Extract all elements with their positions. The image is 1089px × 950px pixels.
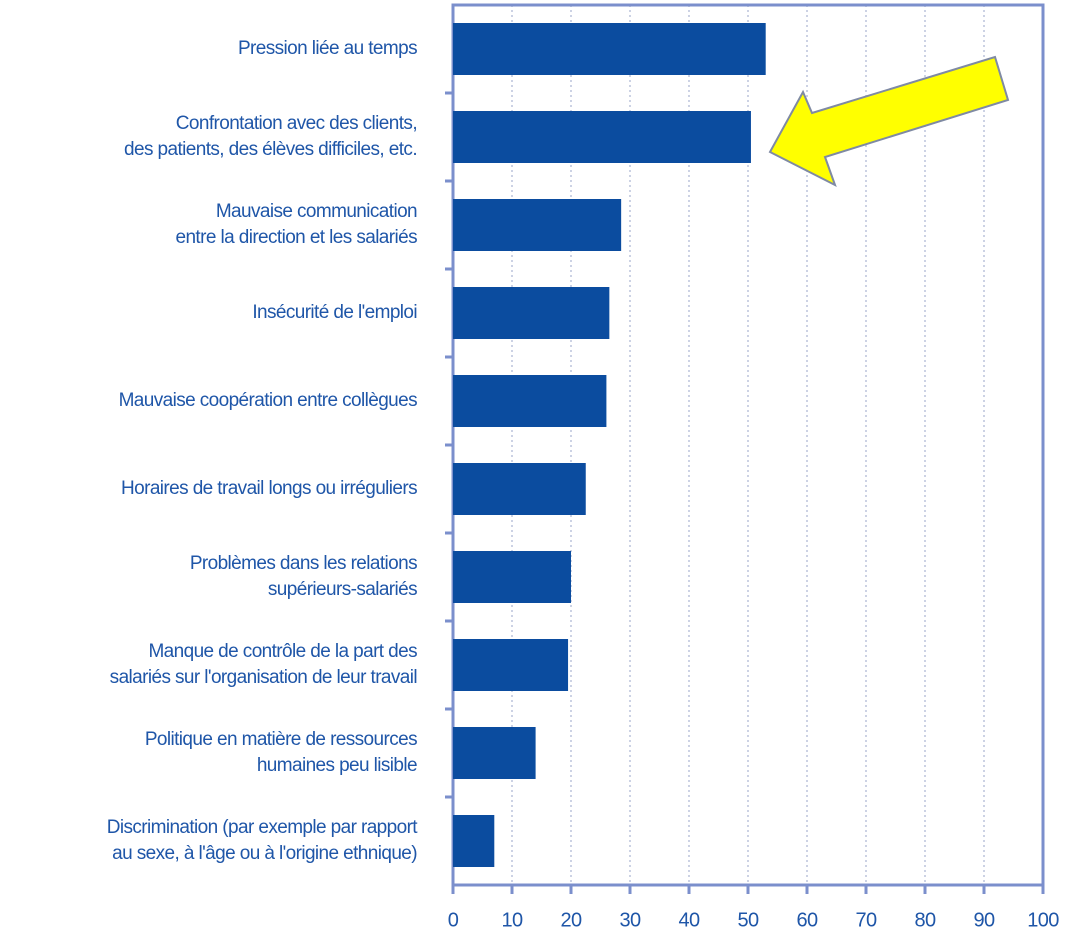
y-tick-label: Mauvaise communication entre la direction… bbox=[175, 201, 417, 248]
label-line: entre la direction et les salariés bbox=[175, 227, 417, 248]
y-tick-label: Insécurité de l'emploi bbox=[252, 302, 417, 323]
label-line: Problèmes dans les relations bbox=[190, 553, 417, 574]
label-line: Discrimination (par exemple par rapport bbox=[107, 817, 419, 838]
label-line: des patients, des élèves difficiles, etc… bbox=[124, 139, 417, 160]
bar bbox=[453, 551, 571, 603]
x-tick-label: 60 bbox=[796, 909, 818, 931]
bar bbox=[453, 287, 610, 339]
y-tick-label: Problèmes dans les relations supérieurs-s… bbox=[190, 553, 417, 600]
label-line: salariés sur l'organisation de leur trav… bbox=[110, 667, 417, 688]
plot-area: 0 10 20 30 40 50 60 70 80 90 100 Pression liée au t… bbox=[107, 3, 1060, 931]
label-line: Mauvaise communication bbox=[216, 201, 417, 222]
x-tick-label: 50 bbox=[737, 909, 759, 931]
label-line: Confrontation avec des clients, bbox=[176, 113, 417, 134]
label-line: supérieurs-salariés bbox=[268, 579, 417, 600]
x-tick-label: 10 bbox=[501, 909, 523, 931]
bar bbox=[453, 23, 766, 75]
bar bbox=[453, 199, 622, 251]
bar bbox=[453, 375, 607, 427]
y-tick-label: Confrontation avec des clients, des patie… bbox=[124, 113, 417, 160]
bar bbox=[453, 639, 569, 691]
y-tick-label: Mauvaise coopération entre collègues bbox=[119, 390, 418, 411]
bar bbox=[453, 463, 586, 515]
y-tick-label: Discrimination (par exemple par rapport a… bbox=[107, 817, 419, 864]
x-tick-label: 30 bbox=[619, 909, 641, 931]
x-tick-label: 100 bbox=[1027, 909, 1059, 931]
x-tick-label: 70 bbox=[855, 909, 877, 931]
label-line: humaines peu lisible bbox=[257, 755, 417, 776]
x-tick-label: 90 bbox=[973, 909, 995, 931]
bar bbox=[453, 727, 536, 779]
y-tick-label: Pression liée au temps bbox=[238, 38, 417, 59]
x-tick-label: 20 bbox=[560, 909, 582, 931]
highlight-arrow bbox=[768, 55, 1010, 188]
y-tick-label: Manque de contrôle de la part des salarié… bbox=[110, 641, 417, 688]
label-line: Manque de contrôle de la part des bbox=[148, 641, 417, 662]
x-tick-label: 0 bbox=[448, 909, 459, 931]
y-tick-label: Horaires de travail longs ou irréguliers bbox=[121, 478, 417, 499]
x-tick-label: 40 bbox=[678, 909, 700, 931]
x-tick-label: 80 bbox=[914, 909, 936, 931]
bar bbox=[453, 111, 751, 163]
y-tick-label: Politique en matière de ressources humain… bbox=[145, 729, 417, 776]
bar bbox=[453, 815, 495, 867]
label-line: au sexe, à l'âge ou à l'origine ethnique… bbox=[112, 843, 417, 864]
label-line: Politique en matière de ressources bbox=[145, 729, 417, 750]
